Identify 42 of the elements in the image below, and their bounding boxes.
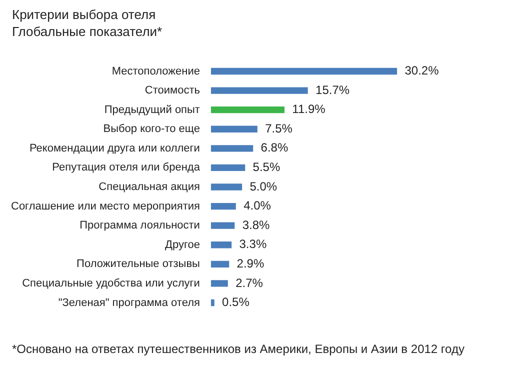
bar — [210, 184, 242, 190]
y-tick-label: Соглашение или место мероприятия — [10, 200, 200, 212]
bar — [210, 280, 228, 287]
y-tick-label: Предыдущий опыт — [104, 104, 200, 116]
data-label: 2.9% — [236, 256, 264, 270]
data-label: 15.7% — [316, 82, 350, 97]
bar — [210, 68, 398, 75]
y-tick-label: Выбор кого-то еще — [103, 123, 200, 136]
data-label: 7.5% — [265, 121, 293, 136]
y-tick-label: Программа лояльности — [80, 220, 200, 232]
bar — [210, 87, 308, 94]
bar — [210, 242, 232, 248]
data-label: 2.7% — [236, 276, 264, 290]
data-label: 6.8% — [260, 140, 288, 155]
bar — [210, 106, 284, 114]
data-label: 11.9% — [292, 102, 326, 116]
data-label: 3.3% — [239, 237, 267, 252]
data-label: 3.8% — [242, 218, 270, 232]
y-tick-label: Положительные отзывы — [76, 258, 200, 270]
data-label: 0.5% — [222, 295, 250, 310]
y-tick-label: Рекомендации друга или коллеги — [29, 142, 200, 154]
bar — [210, 145, 254, 152]
y-tick-label: Репутация отеля или бренда — [52, 162, 201, 174]
y-tick-label: Специальная акция — [98, 181, 200, 194]
data-label: 4.0% — [244, 198, 272, 213]
y-tick-label: "Зеленая" программа отеля — [58, 296, 200, 309]
bar — [210, 126, 258, 132]
text: Глобальные показатели* — [12, 23, 162, 40]
y-tick-label: Местоположение — [112, 65, 200, 78]
data-label: 30.2% — [404, 64, 440, 78]
bar — [210, 260, 230, 268]
bar — [210, 222, 235, 229]
bar — [210, 164, 246, 172]
data-label: 5.0% — [250, 179, 278, 194]
y-tick-label: Стоимость — [144, 84, 200, 97]
bar — [210, 299, 214, 306]
data-label: 5.5% — [252, 160, 280, 174]
y-tick-label: Другое — [165, 238, 200, 251]
y-tick-label: Специальные удобства или услуги — [22, 277, 200, 290]
bar — [210, 202, 236, 210]
text: *Основано на ответах путешественников из Америки, Европы и Азии в 2012 году — [12, 342, 464, 356]
text: Критерии выбора отеля — [12, 6, 157, 23]
